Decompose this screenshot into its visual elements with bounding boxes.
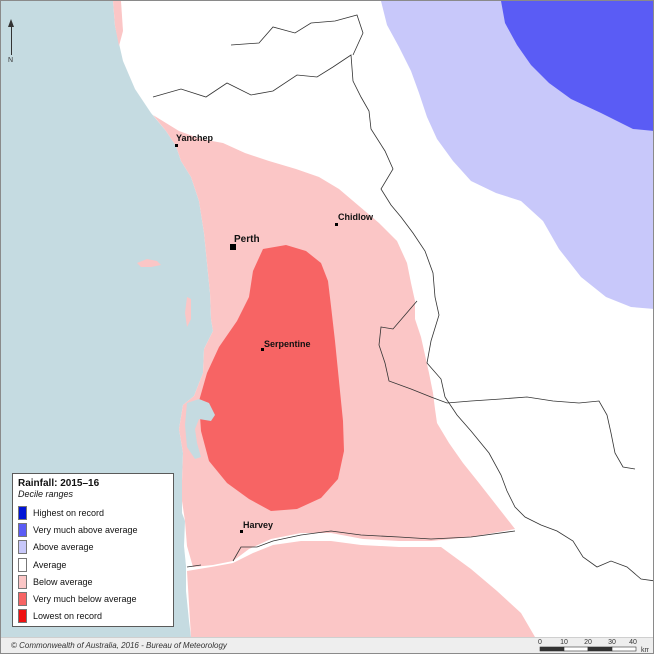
north-arrow-icon: N bbox=[7, 19, 17, 65]
region-very-much-below-average bbox=[199, 245, 344, 511]
legend-item: Below average bbox=[18, 573, 168, 590]
legend-swatch bbox=[18, 505, 27, 520]
legend-swatch bbox=[18, 522, 27, 537]
town-marker-harvey bbox=[240, 530, 243, 533]
town-marker-perth bbox=[230, 244, 236, 250]
scale-unit: km bbox=[641, 647, 649, 654]
legend-label: Average bbox=[33, 559, 67, 570]
footer-bar: © Commonwealth of Australia, 2016 - Bure… bbox=[1, 637, 653, 653]
legend: Rainfall: 2015–16 Decile ranges Highest … bbox=[12, 473, 174, 627]
legend-item: Above average bbox=[18, 539, 168, 556]
town-marker-chidlow bbox=[335, 223, 338, 226]
legend-swatch bbox=[18, 574, 27, 589]
legend-title: Rainfall: 2015–16 bbox=[18, 478, 100, 489]
legend-item: Average bbox=[18, 556, 168, 573]
legend-label: Highest on record bbox=[33, 507, 105, 518]
scale-bar-segments bbox=[539, 646, 637, 652]
scale-tick-label: 0 bbox=[538, 639, 542, 646]
legend-label: Very much below average bbox=[33, 594, 137, 605]
legend-label: Lowest on record bbox=[33, 611, 103, 622]
legend-item: Very much above average bbox=[18, 521, 168, 538]
town-label-yanchep: Yanchep bbox=[176, 133, 214, 143]
north-letter: N bbox=[8, 57, 14, 64]
town-markers bbox=[175, 144, 338, 533]
island bbox=[185, 297, 191, 327]
scale-tick-label: 40 bbox=[629, 639, 637, 646]
town-label-harvey: Harvey bbox=[243, 520, 274, 530]
town-label-chidlow: Chidlow bbox=[338, 212, 373, 222]
catchment-boundaries bbox=[152, 14, 653, 582]
scale-tick-label: 30 bbox=[608, 639, 616, 646]
town-marker-yanchep bbox=[175, 144, 178, 147]
region-very-much-above-average bbox=[501, 1, 653, 131]
legend-label: Below average bbox=[33, 576, 93, 587]
legend-items: Highest on record Very much above averag… bbox=[18, 504, 168, 625]
legend-item: Highest on record bbox=[18, 504, 168, 521]
town-marker-serpentine bbox=[261, 348, 264, 351]
legend-swatch bbox=[18, 609, 27, 624]
peel-inlet bbox=[185, 399, 215, 459]
legend-swatch bbox=[18, 592, 27, 607]
island bbox=[137, 259, 161, 267]
scale-tick-label: 10 bbox=[560, 639, 568, 646]
legend-swatch bbox=[18, 557, 27, 572]
legend-subtitle: Decile ranges bbox=[18, 489, 74, 499]
scale-bar: 0 10 20 30 40 km bbox=[538, 639, 649, 654]
town-label-serpentine: Serpentine bbox=[264, 339, 311, 349]
legend-label: Above average bbox=[33, 542, 94, 553]
legend-item: Lowest on record bbox=[18, 608, 168, 625]
scale-tick-label: 20 bbox=[584, 639, 592, 646]
legend-swatch bbox=[18, 540, 27, 555]
region-below-average-north-strip bbox=[113, 1, 123, 46]
legend-label: Very much above average bbox=[33, 524, 138, 535]
copyright-text: © Commonwealth of Australia, 2016 - Bure… bbox=[11, 641, 227, 650]
region-below-average-south bbox=[187, 541, 535, 637]
town-label-perth: Perth bbox=[234, 234, 260, 245]
legend-item: Very much below average bbox=[18, 590, 168, 607]
